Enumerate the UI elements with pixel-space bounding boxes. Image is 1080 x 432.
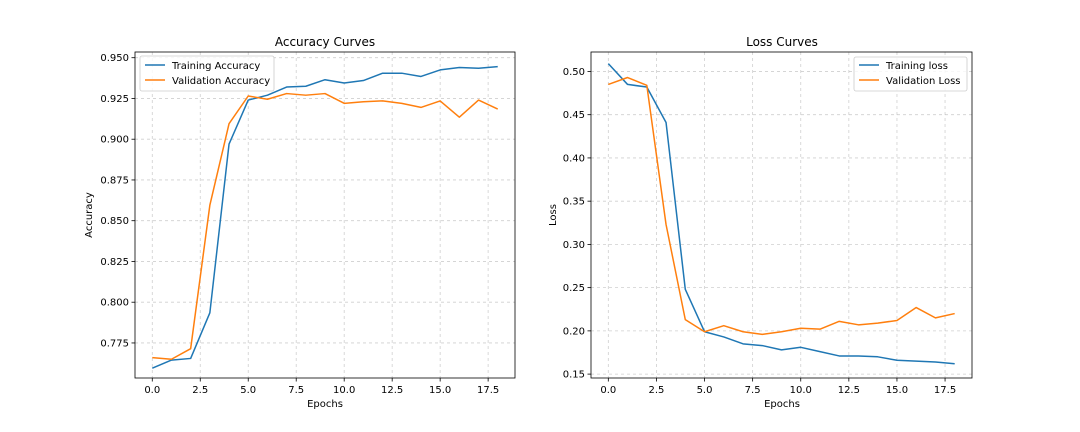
x-tick-label: 5.0 bbox=[697, 385, 713, 396]
x-tick-label: 0.0 bbox=[600, 385, 616, 396]
legend-frame bbox=[853, 56, 968, 92]
x-axis-label: Epochs bbox=[764, 399, 800, 410]
series-line-validation-accuracy bbox=[152, 92, 499, 360]
y-tick-label: 0.50 bbox=[563, 67, 585, 78]
y-tick-label: 0.15 bbox=[563, 370, 585, 381]
y-tick-label: 0.875 bbox=[100, 175, 129, 186]
tick-layer: 0.0 2.5 5.0 7.5 10.0 12.5 15.0 17.5 0.15 0.20 0.25… bbox=[563, 67, 956, 396]
legend: Training Accuracy Validation Accuracy bbox=[139, 55, 275, 92]
x-tick-label: 10.0 bbox=[790, 385, 812, 396]
chart-title: Loss Curves bbox=[746, 35, 818, 49]
y-tick-label: 0.800 bbox=[100, 298, 129, 309]
legend-label-validation-loss: Validation Loss bbox=[886, 76, 961, 87]
y-tick-label: 0.900 bbox=[100, 135, 129, 146]
x-axis-label: Epochs bbox=[307, 399, 343, 410]
y-tick-label: 0.775 bbox=[100, 338, 129, 349]
x-tick-label: 7.5 bbox=[745, 385, 761, 396]
series-layer bbox=[607, 63, 955, 365]
y-tick-label: 0.850 bbox=[100, 216, 129, 227]
plot-area-frame bbox=[134, 51, 516, 379]
y-tick-label: 0.40 bbox=[563, 153, 585, 164]
series-line-training-accuracy bbox=[151, 65, 498, 369]
y-tick-label: 0.25 bbox=[563, 283, 585, 294]
y-tick-label: 0.925 bbox=[100, 94, 129, 105]
x-tick-label: 12.5 bbox=[838, 385, 860, 396]
x-tick-label: 0.0 bbox=[144, 385, 160, 396]
legend-label-validation-accuracy: Validation Accuracy bbox=[172, 76, 270, 87]
y-tick-label: 0.950 bbox=[100, 53, 129, 64]
series-line-validation-loss bbox=[608, 76, 955, 336]
legend-frame bbox=[139, 55, 275, 92]
x-tick-label: 15.0 bbox=[429, 385, 451, 396]
grid-layer bbox=[591, 52, 972, 378]
x-tick-label: 2.5 bbox=[192, 385, 208, 396]
grid-layer bbox=[135, 52, 515, 378]
x-tick-label: 15.0 bbox=[886, 385, 908, 396]
x-tick-label: 5.0 bbox=[240, 385, 256, 396]
tick-layer: 0.0 2.5 5.0 7.5 10.0 12.5 15.0 17.5 0.775 0.800 0.… bbox=[100, 53, 499, 396]
y-tick-label: 0.30 bbox=[563, 240, 585, 251]
legend-label-training-accuracy: Training Accuracy bbox=[171, 61, 260, 72]
series-line-training-loss bbox=[607, 63, 955, 365]
y-tick-label: 0.825 bbox=[100, 257, 129, 268]
loss-chart: Loss Curves 0.0 2.5 5.0 7.5 10.0 12.5 15.0 17.5… bbox=[548, 35, 973, 410]
x-tick-label: 17.5 bbox=[477, 385, 499, 396]
y-tick-label: 0.20 bbox=[563, 326, 585, 337]
plot-area-frame bbox=[590, 51, 973, 379]
x-tick-label: 7.5 bbox=[288, 385, 304, 396]
y-tick-label: 0.45 bbox=[563, 110, 585, 121]
y-axis-label: Loss bbox=[548, 204, 559, 226]
legend: Training loss Validation Loss bbox=[853, 56, 968, 92]
series-layer bbox=[151, 65, 499, 369]
legend-label-training-loss: Training loss bbox=[885, 61, 948, 72]
x-tick-label: 10.0 bbox=[333, 385, 355, 396]
x-tick-label: 12.5 bbox=[381, 385, 403, 396]
chart-title: Accuracy Curves bbox=[275, 35, 375, 49]
y-axis-label: Accuracy bbox=[84, 192, 95, 238]
accuracy-chart: Accuracy Curves 0.0 2.5 5.0 7.5 10.0 12.5 15.0… bbox=[84, 35, 516, 410]
y-tick-label: 0.35 bbox=[563, 197, 585, 208]
x-tick-label: 2.5 bbox=[648, 385, 664, 396]
x-tick-label: 17.5 bbox=[934, 385, 956, 396]
